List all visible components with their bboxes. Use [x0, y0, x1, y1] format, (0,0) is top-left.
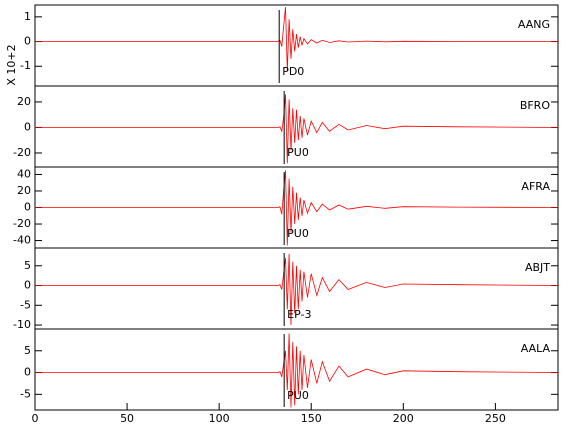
y-tick-label: 0 [24, 201, 31, 214]
y-tick-label: 20 [17, 184, 31, 197]
y-tick-label: 5 [24, 344, 31, 357]
panel-frame [34, 328, 559, 411]
x-tick-label: 100 [209, 412, 230, 425]
y-tick-label: 5 [24, 259, 31, 272]
x-tick-label: 50 [120, 412, 134, 425]
y-tick-label: 1 [24, 10, 31, 23]
station-label: BFRO [520, 99, 551, 112]
x-tick-label: 250 [485, 412, 506, 425]
phase-label: PU0 [287, 146, 309, 159]
station-label: AANG [518, 18, 550, 31]
station-label: AFRA [521, 180, 550, 193]
x-tick-label: 200 [393, 412, 414, 425]
y-tick-label: 0 [24, 366, 31, 379]
trace [35, 253, 559, 326]
y-tick-label: 0 [24, 279, 31, 292]
phase-label: PD0 [282, 65, 304, 78]
trace [35, 6, 558, 72]
station-label: AALA [521, 342, 551, 355]
x-tick-label: 0 [32, 412, 39, 425]
y-tick-label: 0 [24, 120, 31, 133]
phase-label: PU0 [287, 389, 309, 402]
station-label: ABJT [525, 261, 550, 274]
y-tick-label: -10 [13, 318, 31, 331]
y-tick-label: -40 [13, 234, 31, 247]
trace [35, 170, 559, 246]
y-tick-label: 40 [17, 167, 31, 180]
trace [35, 94, 559, 164]
y-tick-label: -1 [20, 59, 31, 72]
y-tick-label: -5 [20, 387, 31, 400]
y-tick-label: 0 [24, 35, 31, 48]
phase-label: PU0 [287, 227, 309, 240]
y-tick-label: 20 [17, 95, 31, 108]
phase-label: EP-3 [287, 308, 311, 321]
y-tick-label: -20 [13, 217, 31, 230]
y-tick-label: -20 [13, 146, 31, 159]
x-tick-label: 150 [301, 412, 322, 425]
y-exponent-label: X 10+2 [5, 44, 18, 85]
trace [35, 333, 559, 408]
y-tick-label: -5 [20, 298, 31, 311]
